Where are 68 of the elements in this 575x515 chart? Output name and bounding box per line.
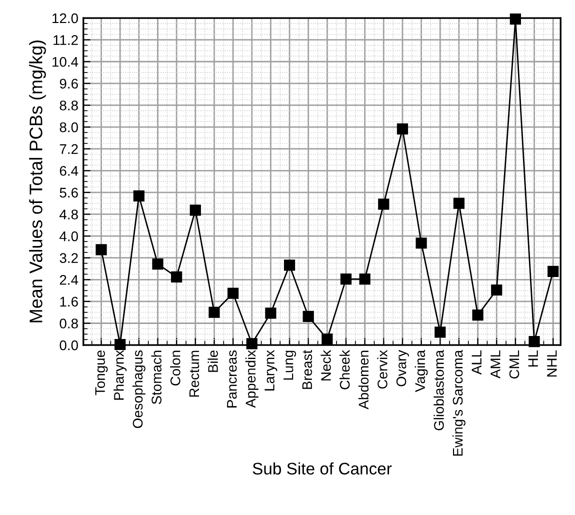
x-tick-label: ALL — [472, 350, 482, 375]
x-tick-label: Rectum — [189, 350, 200, 397]
point — [265, 308, 276, 319]
x-tick-label: Glioblastoma — [434, 350, 444, 430]
point — [322, 334, 333, 345]
x-tick-label: Lung — [284, 350, 296, 380]
y-tick-label: 8.0 — [60, 122, 78, 132]
x-tick-label: Oesophagus — [132, 350, 146, 428]
point — [171, 271, 182, 282]
x-tick-label: Pharynx — [114, 350, 127, 400]
x-axis-title: Sub Site of Cancer — [252, 462, 392, 475]
point — [416, 238, 427, 249]
x-tick-label: Breast — [302, 350, 312, 389]
y-tick-label: 1.6 — [60, 296, 78, 307]
point — [227, 288, 239, 299]
y-tick-label: 3.2 — [60, 253, 78, 264]
y-tick-label: 5.6 — [60, 188, 78, 198]
point — [378, 198, 390, 210]
x-tick-label: Colon — [170, 350, 180, 386]
y-tick-label: 10.4 — [52, 56, 78, 67]
point — [284, 260, 296, 271]
point — [302, 310, 314, 322]
point — [434, 326, 446, 338]
x-tick-label: Tongue — [95, 350, 108, 396]
x-tick-label: NHL — [547, 350, 557, 377]
point — [190, 204, 201, 216]
x-tick-label: Cervix — [377, 350, 388, 389]
point — [510, 14, 521, 25]
y-tick-label: 4.8 — [60, 210, 78, 220]
point — [528, 336, 540, 348]
point — [96, 244, 107, 256]
point — [340, 274, 352, 285]
point — [396, 123, 408, 134]
point — [453, 198, 465, 209]
point — [472, 310, 484, 321]
x-tick-label: Vagina — [414, 350, 428, 392]
y-tick-label: 2.4 — [60, 274, 78, 285]
y-tick-label: 0.8 — [60, 318, 78, 328]
y-tick-label: 8.8 — [60, 100, 78, 110]
y-tick-label: 9.6 — [60, 78, 78, 89]
x-tick-label: AML — [490, 350, 500, 378]
y-tick-label: 6.4 — [60, 166, 78, 176]
x-tick-label: HL — [528, 350, 538, 367]
point — [114, 338, 126, 350]
y-tick-label: 7.2 — [60, 144, 78, 154]
x-tick-label: Pancreas — [227, 350, 237, 408]
x-tick-label: Ovary — [396, 350, 409, 386]
point — [152, 258, 164, 270]
x-tick-label: Ewing's Sarcoma — [452, 350, 466, 456]
x-tick-label: CML — [509, 350, 520, 379]
x-tick-label: Neck — [320, 350, 331, 380]
point — [133, 190, 144, 202]
point — [359, 274, 370, 285]
point — [208, 306, 220, 318]
x-tick-label: Bile — [208, 350, 218, 372]
point — [548, 266, 559, 278]
y-tick-label: 12.0 — [52, 13, 78, 24]
y-tick-label: 11.2 — [54, 35, 78, 45]
x-tick-label: Cheek — [340, 350, 350, 390]
point — [246, 338, 258, 350]
y-axis-title: Mean Values of Total PCBs (mg/kg) — [29, 40, 46, 322]
y-tick-label: 0.0 — [60, 340, 78, 350]
x-tick-label: Appendix — [245, 350, 258, 408]
point — [491, 284, 502, 296]
x-tick-label: Larynx — [264, 350, 278, 390]
x-tick-label: Stomach — [151, 350, 162, 404]
y-tick-label: 4.0 — [60, 231, 78, 242]
x-tick-label: Abdomen — [358, 350, 369, 410]
